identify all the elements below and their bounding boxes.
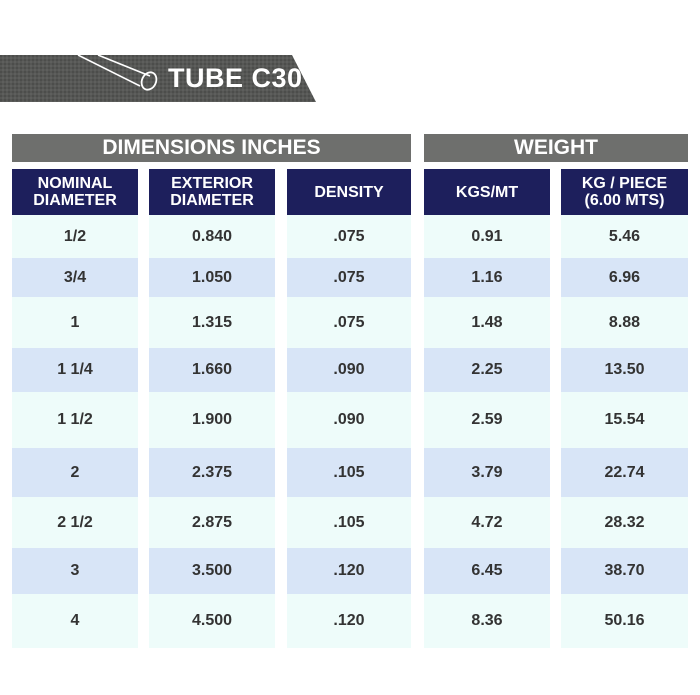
cell-density: .090 — [287, 348, 411, 392]
cell-exterior-diameter: 0.840 — [149, 215, 275, 258]
column-header-label: EXTERIOR DIAMETER — [170, 175, 254, 209]
cell-density: .075 — [287, 215, 411, 258]
column-header-label: KGS/MT — [455, 183, 519, 201]
cell-density: .090 — [287, 392, 411, 448]
cell-nominal-diameter: 1 1/4 — [12, 348, 138, 392]
cell-nominal-diameter: 2 1/2 — [12, 497, 138, 548]
cell-density: .105 — [287, 497, 411, 548]
column-header-density: DENSITY — [287, 169, 411, 215]
column-header-label: DENSITY — [314, 183, 384, 201]
column-header-nominal-diameter: NOMINAL DIAMETER — [12, 169, 138, 215]
cell-kg-per-piece: 50.16 — [561, 594, 688, 648]
page-title: TUBE C30 — [168, 63, 303, 93]
column-header-label: NOMINAL DIAMETER — [33, 175, 117, 209]
column-header-label: KG / PIECE (6.00 MTS) — [581, 175, 668, 209]
cell-kgs-per-mt: 2.25 — [424, 348, 550, 392]
cell-kg-per-piece: 6.96 — [561, 258, 688, 297]
cell-nominal-diameter: 2 — [12, 448, 138, 497]
cell-nominal-diameter: 4 — [12, 594, 138, 648]
weight-header: WEIGHT — [424, 134, 688, 162]
dimensions-header: DIMENSIONS INCHES — [12, 134, 411, 162]
cell-kgs-per-mt: 3.79 — [424, 448, 550, 497]
cell-density: .120 — [287, 594, 411, 648]
cell-kg-per-piece: 28.32 — [561, 497, 688, 548]
column-header-kg-per-piece: KG / PIECE (6.00 MTS) — [561, 169, 688, 215]
cell-kgs-per-mt: 4.72 — [424, 497, 550, 548]
cell-kgs-per-mt: 8.36 — [424, 594, 550, 648]
cell-kg-per-piece: 5.46 — [561, 215, 688, 258]
title-banner: TUBE C30 — [0, 55, 320, 102]
cell-kg-per-piece: 22.74 — [561, 448, 688, 497]
cell-kg-per-piece: 38.70 — [561, 548, 688, 594]
cell-density: .075 — [287, 258, 411, 297]
cell-kgs-per-mt: 1.16 — [424, 258, 550, 297]
column-header-exterior-diameter: EXTERIOR DIAMETER — [149, 169, 275, 215]
cell-nominal-diameter: 1 1/2 — [12, 392, 138, 448]
cell-kg-per-piece: 15.54 — [561, 392, 688, 448]
carbon-banner-shape — [0, 55, 316, 102]
cell-exterior-diameter: 4.500 — [149, 594, 275, 648]
cell-kgs-per-mt: 0.91 — [424, 215, 550, 258]
cell-exterior-diameter: 1.660 — [149, 348, 275, 392]
cell-exterior-diameter: 2.875 — [149, 497, 275, 548]
cell-nominal-diameter: 1 — [12, 297, 138, 348]
cell-kgs-per-mt: 2.59 — [424, 392, 550, 448]
cell-kg-per-piece: 8.88 — [561, 297, 688, 348]
tube-icon — [77, 55, 158, 91]
cell-nominal-diameter: 3 — [12, 548, 138, 594]
cell-kg-per-piece: 13.50 — [561, 348, 688, 392]
cell-density: .120 — [287, 548, 411, 594]
cell-kgs-per-mt: 6.45 — [424, 548, 550, 594]
cell-nominal-diameter: 1/2 — [12, 215, 138, 258]
cell-exterior-diameter: 1.050 — [149, 258, 275, 297]
cell-kgs-per-mt: 1.48 — [424, 297, 550, 348]
cell-density: .105 — [287, 448, 411, 497]
cell-exterior-diameter: 3.500 — [149, 548, 275, 594]
cell-exterior-diameter: 1.900 — [149, 392, 275, 448]
cell-nominal-diameter: 3/4 — [12, 258, 138, 297]
cell-exterior-diameter: 2.375 — [149, 448, 275, 497]
cell-exterior-diameter: 1.315 — [149, 297, 275, 348]
column-header-kgs-per-mt: KGS/MT — [424, 169, 550, 215]
cell-density: .075 — [287, 297, 411, 348]
